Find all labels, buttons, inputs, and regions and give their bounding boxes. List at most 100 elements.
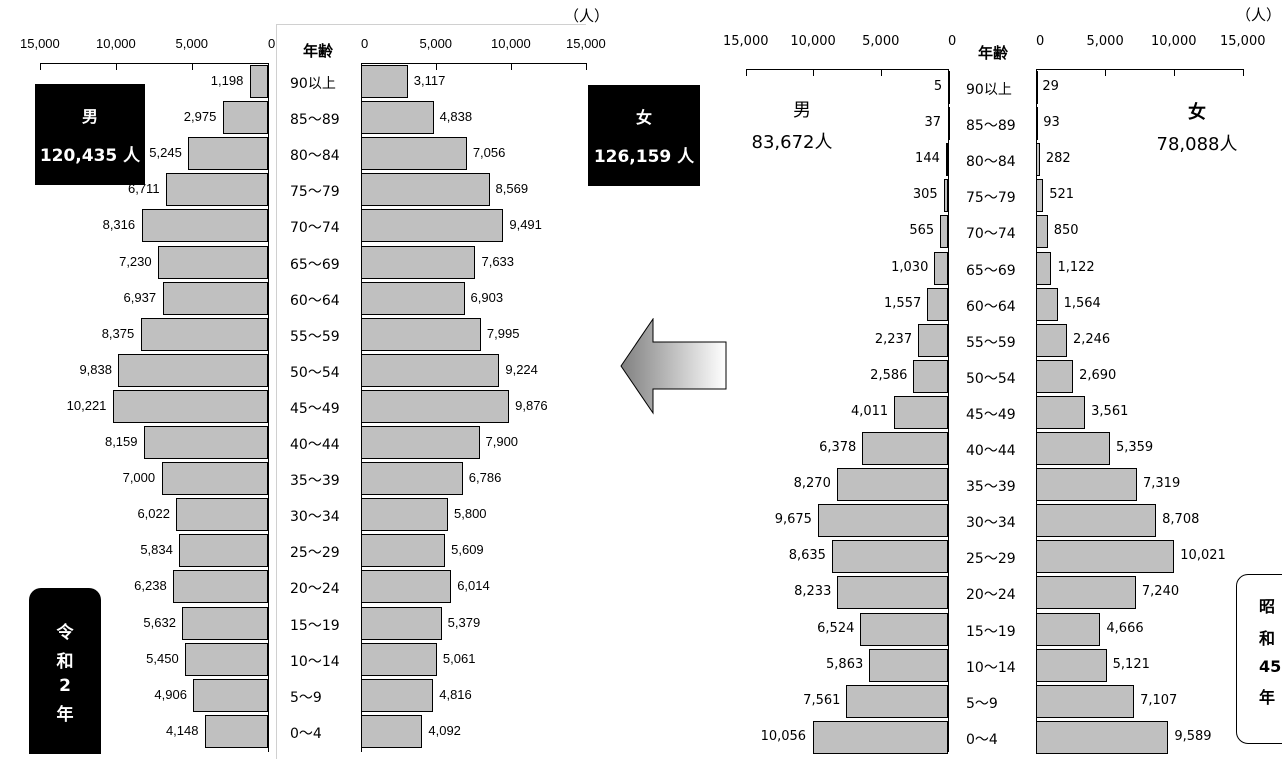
female-bar: [1036, 684, 1135, 718]
male-total: 120,435 人: [39, 146, 141, 166]
female-tick-label: 5,000: [1086, 34, 1124, 49]
male-value-label: 5,632: [143, 614, 176, 630]
female-bar: [1036, 179, 1044, 213]
male-bar: [118, 353, 268, 387]
male-tick-mark: [40, 63, 41, 70]
female-value-label: 3,561: [1091, 403, 1129, 419]
male-value-label: 5,450: [146, 650, 179, 666]
female-bar: [1036, 540, 1175, 574]
female-value-label: 7,056: [472, 145, 506, 161]
female-bar: [361, 678, 434, 712]
female-bar: [361, 606, 442, 640]
male-value-label: 9,675: [774, 512, 812, 528]
unit-label: （人）: [1236, 6, 1282, 24]
female-value-label: 4,092: [428, 722, 461, 738]
male-tick-label: 10,000: [790, 34, 836, 49]
female-bar: [1036, 323, 1067, 357]
female-bar: [361, 389, 510, 423]
male-value-label: 7,230: [119, 253, 152, 269]
age-label: 5～9: [966, 695, 998, 712]
female-value-label: 521: [1049, 187, 1075, 203]
female-tick-label: 10,000: [491, 36, 531, 51]
male-value-label: 8,233: [794, 584, 832, 600]
male-value-label: 9,838: [79, 361, 112, 377]
age-label: 85～89: [966, 118, 1016, 135]
male-value-label: 4,148: [165, 722, 199, 738]
male-bar: [158, 245, 268, 279]
female-tick-mark: [511, 63, 512, 70]
male-bar: [193, 678, 268, 712]
female-tick-label: 10,000: [1151, 34, 1197, 49]
male-tick-label: 5,000: [175, 36, 209, 51]
era-label-showa: 昭和 45 年: [1236, 574, 1282, 744]
age-label: 45～49: [966, 406, 1016, 423]
male-bar: [927, 287, 948, 321]
male-bar: [173, 570, 268, 604]
age-label: 75～79: [290, 184, 340, 201]
male-value-label: 6,022: [137, 506, 170, 522]
female-bar: [1036, 107, 1038, 141]
male-tick-label: 15,000: [723, 34, 769, 49]
male-bar: [165, 173, 268, 207]
male-value-label: 2,586: [870, 367, 908, 383]
male-value-label: 2,237: [874, 331, 913, 347]
male-value-label: 8,375: [101, 325, 135, 341]
age-label: 55～59: [290, 328, 340, 345]
male-bar: [947, 71, 950, 104]
male-value-label: 1,557: [884, 295, 922, 311]
female-value-label: 7,995: [486, 325, 520, 341]
male-badge: 男 120,435 人: [35, 84, 145, 185]
female-bar: [361, 137, 467, 171]
female-value-label: 4,838: [439, 109, 473, 125]
female-bar: [361, 245, 476, 279]
age-label: 15～19: [966, 623, 1016, 640]
female-value-label: 8,708: [1162, 512, 1200, 528]
female-bar: [1036, 143, 1040, 177]
age-label: 60～64: [966, 298, 1016, 315]
male-bar: [188, 137, 268, 171]
male-value-label: 5,834: [140, 542, 173, 558]
male-value-label: 5,863: [826, 656, 864, 672]
era-label-char: 和: [1259, 629, 1276, 648]
male-value-label: 6,524: [817, 620, 855, 636]
male-bar: [161, 462, 268, 496]
female-value-label: 1,122: [1057, 259, 1095, 275]
female-bar: [361, 714, 423, 748]
male-value-label: 6,937: [123, 289, 157, 305]
male-bar: [176, 498, 268, 532]
female-value-label: 5,359: [1115, 440, 1154, 455]
male-value-label: 7,561: [803, 692, 841, 708]
female-value-label: 5,609: [451, 542, 484, 558]
female-bar: [361, 498, 448, 532]
female-value-label: 9,491: [509, 217, 542, 233]
age-label: 5～9: [290, 689, 322, 706]
male-bar: [940, 215, 948, 249]
male-tick-mark: [116, 63, 117, 70]
age-label: 45～49: [290, 400, 340, 417]
male-value-label: 7,000: [122, 470, 156, 486]
female-total: 126,159 人: [593, 147, 695, 167]
age-label: 50～54: [290, 364, 340, 381]
female-value-label: 9,589: [1174, 728, 1212, 744]
male-value-label: 565: [909, 223, 935, 239]
male-value-label: 6,711: [127, 181, 160, 197]
male-tick-label: 10,000: [96, 36, 136, 51]
male-value-label: 4,906: [154, 686, 187, 702]
male-value-label: 1,198: [210, 73, 244, 88]
age-label: 90以上: [290, 76, 336, 92]
male-tick-mark: [813, 69, 814, 76]
male-bar: [946, 143, 949, 177]
era-label-char: 45: [1259, 657, 1282, 676]
age-label: 90以上: [966, 82, 1012, 98]
male-value-label: 8,270: [793, 476, 831, 492]
male-bar: [860, 612, 948, 646]
female-value-label: 8,569: [495, 181, 529, 197]
male-bar: [943, 179, 948, 213]
era-label-char: 年: [1259, 688, 1276, 707]
age-column-header: 年齢: [978, 44, 1009, 62]
male-bar: [162, 281, 268, 315]
male-value-label: 10,056: [760, 728, 807, 744]
male-bar: [862, 432, 948, 465]
male-bar: [141, 209, 268, 243]
